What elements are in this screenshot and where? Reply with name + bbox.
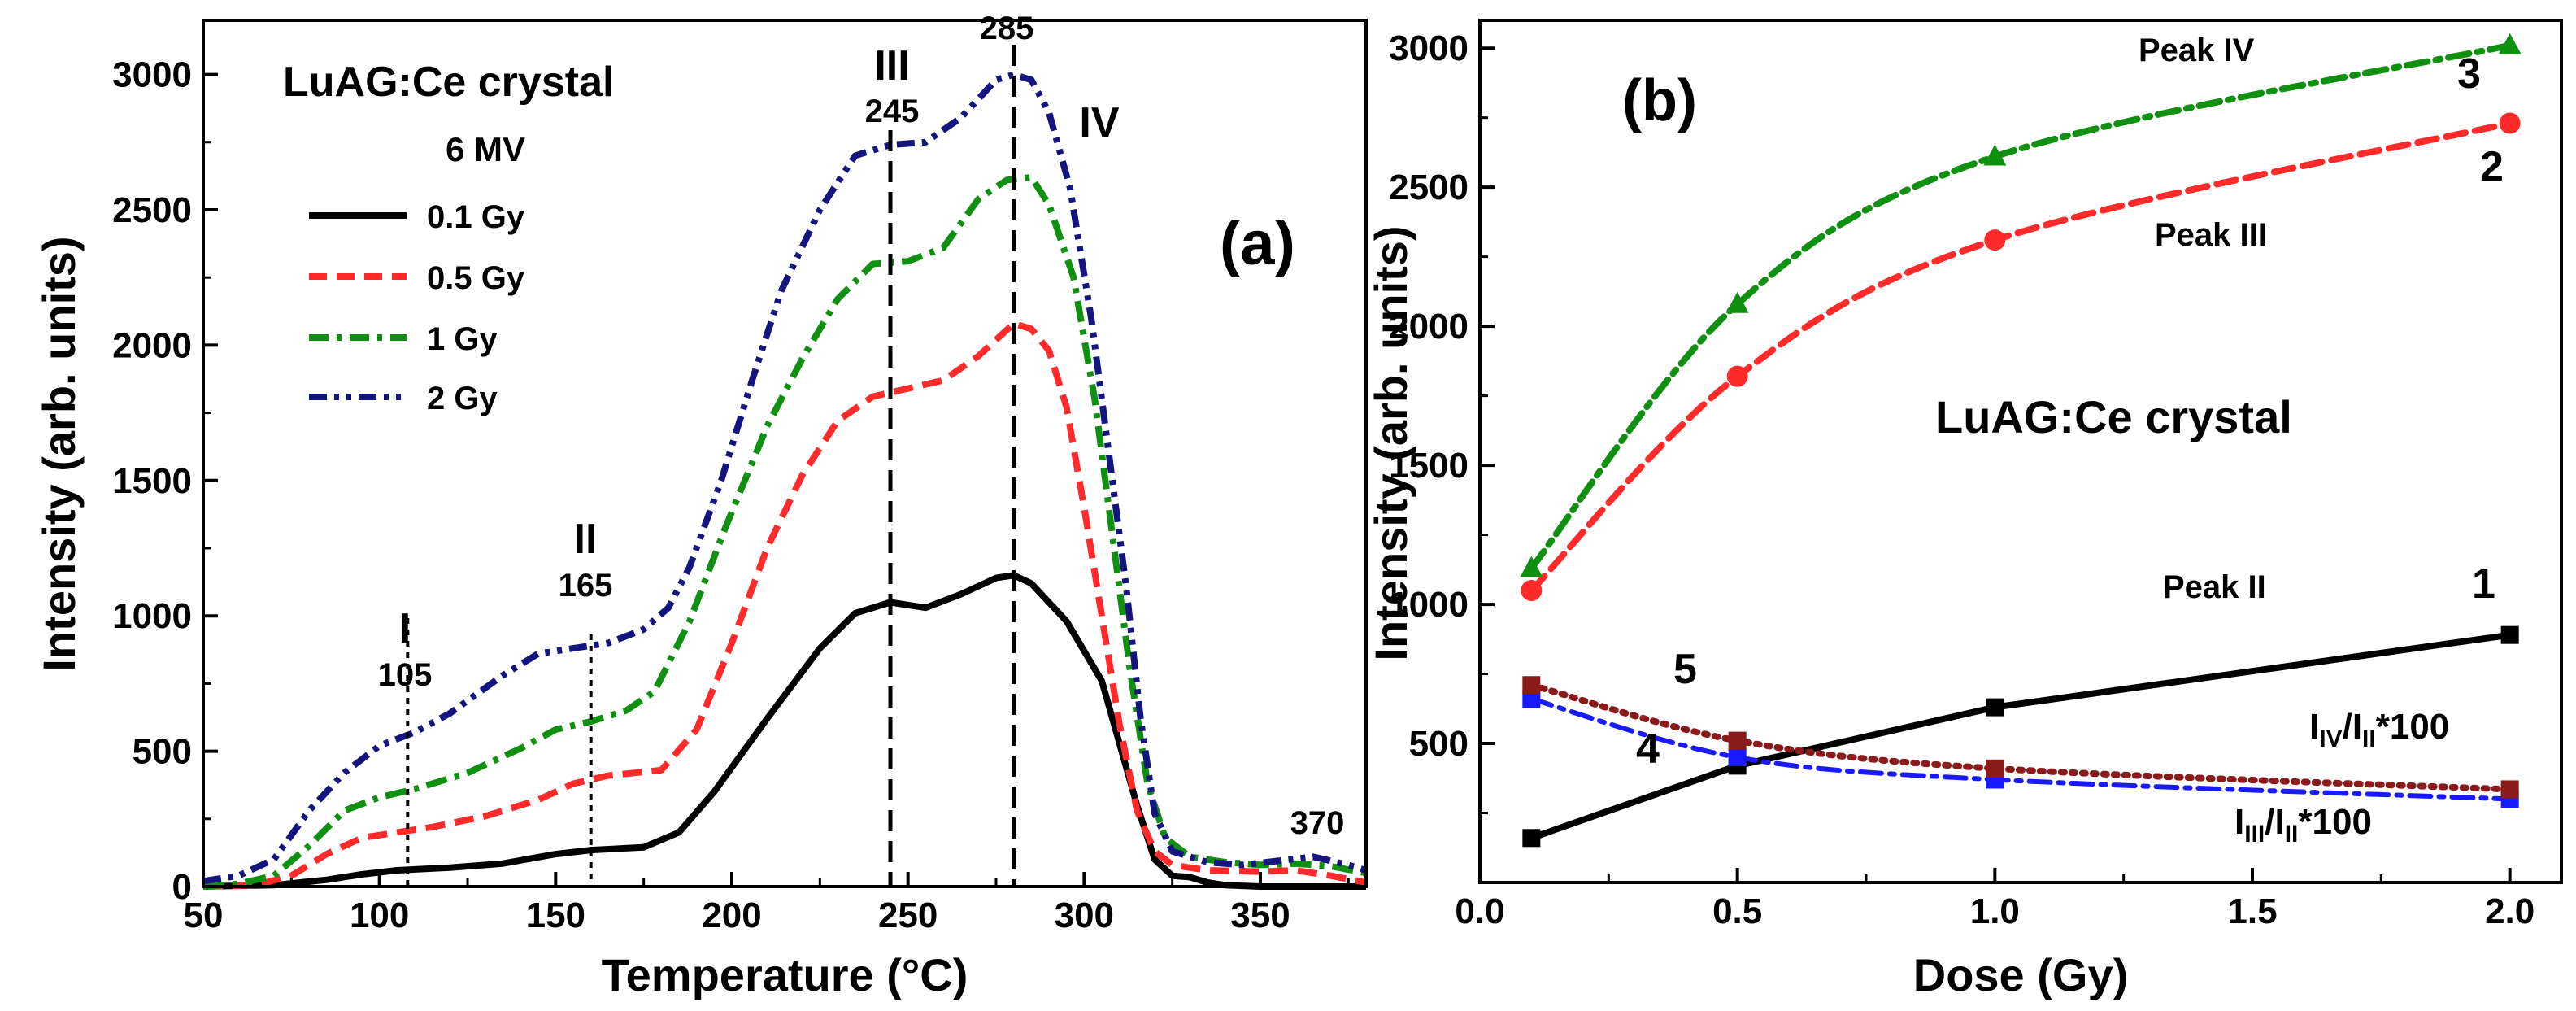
peak-ii-label: II [574, 516, 598, 563]
label-peak-iv: Peak IV [2139, 33, 2255, 68]
series-line-5 [1528, 682, 2513, 793]
peak-ii-temp: 165 [559, 568, 613, 604]
panel-a-x-ticks: 50 100 150 200 250 300 350 [184, 872, 1350, 935]
panel-a-peak-lines [406, 45, 1016, 887]
x-tick-label: 0.0 [1455, 891, 1504, 931]
data-point-series-5 [1728, 731, 1747, 750]
panel-a-frame [202, 19, 1368, 888]
panel-a-y-ticks: 0 500 1000 1500 2000 2500 3000 [112, 55, 218, 907]
y-tick-label: 1500 [1389, 446, 1469, 486]
y-tick-label: 500 [133, 732, 192, 772]
data-point-series-2 [1984, 229, 2006, 251]
data-point-series-3 [2498, 33, 2522, 54]
y-tick-label: 2000 [1389, 307, 1469, 346]
x-tick-label: 0.5 [1712, 891, 1762, 931]
peak-iii-label: III [874, 42, 909, 89]
series-line-4 [1529, 696, 2513, 802]
y-tick-label: 2500 [1389, 168, 1469, 207]
y-tick-label: 1000 [1389, 585, 1469, 625]
curve-number-2: 2 [2480, 143, 2504, 190]
panel-a-legend: 0.1 Gy 0.5 Gy 1 Gy 2 Gy [309, 199, 525, 416]
y-tick-label: 2500 [112, 190, 192, 230]
x-tick-label: 50 [184, 896, 224, 935]
panel-a-series [202, 71, 1368, 890]
panel-b-x-label: Dose (Gy) [1913, 949, 2129, 1000]
curve-number-1: 1 [2472, 560, 2496, 608]
data-point-series-1 [1986, 698, 2004, 717]
x-tick-label: 250 [878, 896, 938, 935]
legend-label-0.1gy: 0.1 Gy [427, 199, 525, 235]
panel-b-frame [1478, 19, 2563, 884]
x-tick-label: 2.0 [2485, 891, 2535, 931]
label-peak-ii: Peak II [2163, 569, 2266, 605]
legend-label-1gy: 1 Gy [427, 321, 498, 357]
panel-a-title: LuAG:Ce crystal [283, 59, 614, 106]
data-point-series-3 [1725, 291, 1749, 313]
legend-label-2gy: 2 Gy [427, 381, 498, 416]
curve-number-3: 3 [2457, 50, 2481, 98]
panel-a-subtitle: 6 MV [446, 130, 525, 168]
annotation-370: 370 [1290, 805, 1345, 841]
y-tick-label: 2000 [112, 325, 192, 365]
peak-i-temp: 105 [378, 657, 433, 693]
series-line-2gy [202, 71, 1368, 885]
data-point-series-2 [1521, 579, 1543, 601]
peak-iv-temp: 285 [980, 11, 1034, 46]
data-point-series-1 [2500, 625, 2519, 644]
series-line-0.5gy [202, 320, 1367, 890]
data-point-series-4 [1728, 748, 1747, 767]
x-tick-label: 100 [350, 896, 409, 935]
data-point-series-4 [1522, 690, 1541, 708]
panel-b-y-label: Intensity (arb. units) [1365, 225, 1416, 660]
x-tick-label: 300 [1055, 896, 1114, 935]
data-point-series-3 [1983, 144, 2007, 166]
curve-number-5: 5 [1673, 646, 1697, 693]
data-point-series-2 [1726, 365, 1748, 387]
y-tick-label: 0 [172, 867, 192, 907]
panel-a-x-label: Temperature (°C) [602, 949, 968, 1000]
x-tick-label: 150 [526, 896, 585, 935]
panel-a-label: (a) [1220, 209, 1295, 278]
x-tick-label: 200 [702, 896, 761, 935]
y-tick-label: 3000 [112, 55, 192, 95]
x-tick-label: 350 [1230, 896, 1290, 935]
data-point-series-1 [1522, 829, 1541, 848]
data-point-series-2 [2499, 112, 2521, 134]
label-ratio-iii: IIII/III*100 [2234, 802, 2372, 848]
series-line-1 [1528, 631, 2513, 842]
peak-i-label: I [399, 605, 411, 652]
series-line-1gy [202, 174, 1367, 890]
curve-number-4: 4 [1636, 726, 1660, 773]
data-point-series-5 [1986, 759, 2004, 778]
data-point-series-5 [1522, 676, 1541, 695]
x-tick-label: 1.5 [2227, 891, 2277, 931]
panel-a: 50 100 150 200 250 300 350 0 500 1000 1500 2000 250… [33, 11, 1368, 1000]
label-peak-iii: Peak III [2155, 217, 2267, 253]
series-line-0.1gy [202, 572, 1366, 890]
panel-a-y-label: Intensity (arb. units) [33, 236, 85, 671]
peak-iii-temp: 245 [865, 94, 920, 129]
panel-b-y-ticks: 500 1000 1500 2000 2500 3000 [1389, 28, 1495, 815]
panel-b-label: (b) [1622, 68, 1697, 133]
panel-b: 0.0 0.5 1.0 1.5 2.0 50010001500200025003000 … [1365, 19, 2563, 1000]
y-tick-label: 500 [1409, 724, 1469, 764]
y-tick-label: 3000 [1389, 28, 1469, 68]
panel-b-series [1520, 33, 2522, 848]
data-point-series-5 [2500, 780, 2519, 799]
y-tick-label: 1000 [112, 596, 192, 636]
series-line-2 [1528, 120, 2513, 594]
panel-b-title: LuAG:Ce crystal [1935, 391, 2292, 442]
series-line-3 [1528, 41, 2513, 572]
data-point-series-3 [1520, 556, 1543, 577]
y-tick-label: 1500 [112, 461, 192, 501]
label-ratio-iv: IIV/III*100 [2309, 707, 2449, 752]
peak-iv-label: IV [1079, 99, 1119, 146]
panel-b-x-ticks: 0.0 0.5 1.0 1.5 2.0 [1455, 868, 2535, 931]
legend-label-0.5gy: 0.5 Gy [427, 260, 525, 296]
x-tick-label: 1.0 [1970, 891, 2020, 931]
